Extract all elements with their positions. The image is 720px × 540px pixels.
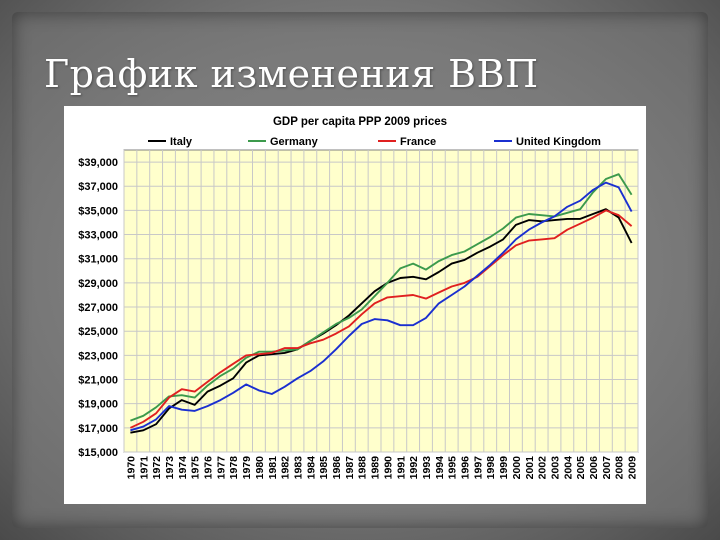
x-tick-label: 2006 xyxy=(588,456,600,480)
x-tick-label: 1986 xyxy=(331,456,343,480)
x-tick-label: 1988 xyxy=(357,456,369,480)
series-line-united-kingdom xyxy=(130,181,633,432)
x-tick-label: 1990 xyxy=(382,456,394,480)
x-tick-label: 1997 xyxy=(472,456,484,480)
x-tick-label: 1974 xyxy=(177,456,189,480)
x-tick-label: 1978 xyxy=(228,456,240,480)
x-tick-label: 2005 xyxy=(575,456,587,480)
x-tick-label: 1976 xyxy=(203,456,215,480)
x-tick-label: 1992 xyxy=(408,456,420,480)
gdp-line-chart: GDP per capita PPP 2009 prices Italy Germ… xyxy=(78,116,639,480)
x-tick-label: 1991 xyxy=(395,456,407,480)
x-tick-label: 1982 xyxy=(280,456,292,480)
x-tick-label: 2007 xyxy=(601,456,613,480)
x-tick-label: 1987 xyxy=(344,456,356,480)
chart-image: GDP per capita PPP 2009 prices Italy Germ… xyxy=(64,106,646,504)
x-tick-label: 1977 xyxy=(215,456,227,480)
x-tick-label: 1985 xyxy=(318,456,330,480)
x-tick-label: 1984 xyxy=(305,456,317,480)
x-tick-label: 1996 xyxy=(460,456,472,480)
x-tick-label: 1995 xyxy=(447,456,459,480)
x-tick-label: 1998 xyxy=(485,456,497,480)
legend-label-germany: Germany xyxy=(270,136,319,148)
x-tick-label: 2003 xyxy=(549,456,561,480)
y-tick-label: $21,000 xyxy=(78,375,118,387)
series-line-italy xyxy=(130,208,633,434)
x-tick-label: 1971 xyxy=(138,456,150,480)
x-tick-label: 2001 xyxy=(524,456,536,480)
series-lines xyxy=(129,173,633,434)
y-tick-label: $35,000 xyxy=(78,205,118,217)
x-tick-label: 1989 xyxy=(370,456,382,480)
x-tick-label: 1979 xyxy=(241,456,253,480)
y-tick-label: $23,000 xyxy=(78,350,118,362)
x-tick-label: 1993 xyxy=(421,456,433,480)
legend-label-united-kingdom: United Kingdom xyxy=(516,136,601,148)
series-line-france xyxy=(129,209,633,429)
y-tick-label: $25,000 xyxy=(78,326,118,338)
chart-title: GDP per capita PPP 2009 prices xyxy=(273,116,447,128)
y-tick-label: $33,000 xyxy=(78,230,118,242)
x-tick-label: 1999 xyxy=(498,456,510,480)
x-tick-label: 1973 xyxy=(164,456,176,480)
x-tick-label: 1975 xyxy=(190,456,202,480)
legend-label-italy: Italy xyxy=(170,136,193,148)
y-tick-label: $39,000 xyxy=(78,157,118,169)
x-tick-label: 2009 xyxy=(627,456,639,480)
x-tick-label: 2000 xyxy=(511,456,523,480)
grid-lines xyxy=(123,150,639,453)
x-axis: 1970 1971 1972 1973 1974 1975 1976 1977 1978 1979… xyxy=(125,456,638,480)
x-tick-label: 1970 xyxy=(125,456,137,480)
slide-title: График изменения ВВП xyxy=(44,52,539,96)
y-tick-label: $27,000 xyxy=(78,302,118,314)
legend-label-france: France xyxy=(400,136,436,148)
chart-legend: Italy Germany France United Kingdom xyxy=(148,136,601,148)
x-tick-label: 2002 xyxy=(537,456,549,480)
y-tick-label: $31,000 xyxy=(78,254,118,266)
x-tick-label: 2008 xyxy=(614,456,626,480)
x-tick-label: 1994 xyxy=(434,456,446,480)
y-axis: $15,000 $17,000 $19,000 $21,000 $23,000 $25,0… xyxy=(78,157,118,459)
y-tick-label: $29,000 xyxy=(78,278,118,290)
y-tick-label: $19,000 xyxy=(78,399,118,411)
y-tick-label: $17,000 xyxy=(78,423,118,435)
y-tick-label: $15,000 xyxy=(78,447,118,459)
x-tick-label: 1983 xyxy=(292,456,304,480)
series-line-germany xyxy=(130,173,633,422)
x-tick-label: 1972 xyxy=(151,456,163,480)
x-tick-label: 2004 xyxy=(562,456,574,480)
x-tick-label: 1981 xyxy=(267,456,279,480)
x-tick-label: 1980 xyxy=(254,456,266,480)
y-tick-label: $37,000 xyxy=(78,181,118,193)
